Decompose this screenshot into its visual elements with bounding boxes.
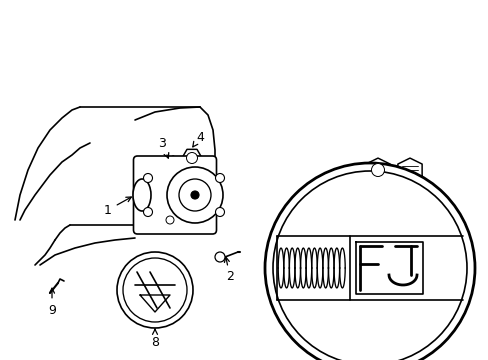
Circle shape xyxy=(167,167,223,223)
Text: 6: 6 xyxy=(406,195,413,205)
Circle shape xyxy=(215,174,224,183)
Text: 3: 3 xyxy=(158,136,168,158)
Circle shape xyxy=(371,163,384,176)
Circle shape xyxy=(215,252,224,262)
FancyBboxPatch shape xyxy=(133,156,216,234)
Circle shape xyxy=(123,258,186,322)
Circle shape xyxy=(165,216,174,224)
Text: 4: 4 xyxy=(192,131,203,147)
Circle shape xyxy=(264,163,474,360)
Circle shape xyxy=(179,179,210,211)
Circle shape xyxy=(186,153,197,163)
Circle shape xyxy=(143,207,152,216)
Text: 9: 9 xyxy=(48,288,56,316)
Circle shape xyxy=(117,252,193,328)
Circle shape xyxy=(215,207,224,216)
Ellipse shape xyxy=(133,179,151,211)
Circle shape xyxy=(191,191,199,199)
Text: 8: 8 xyxy=(151,329,159,348)
Text: 2: 2 xyxy=(224,257,233,284)
Text: 5: 5 xyxy=(374,195,381,205)
Text: 1: 1 xyxy=(104,197,131,216)
Text: 7: 7 xyxy=(0,359,1,360)
Circle shape xyxy=(272,171,466,360)
Circle shape xyxy=(143,174,152,183)
